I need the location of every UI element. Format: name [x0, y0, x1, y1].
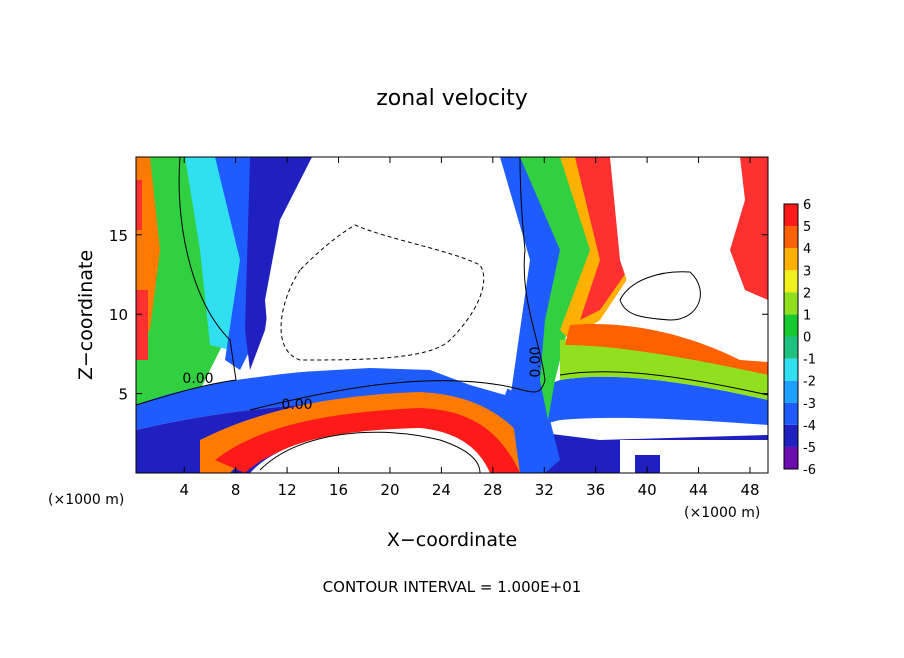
- contour-lines: [135, 156, 769, 474]
- x-axis-label: X−coordinate: [387, 529, 517, 551]
- colorbar-segment: [784, 314, 798, 337]
- colorbar-label: 3: [803, 264, 811, 279]
- colorbar-frame: [783, 203, 799, 470]
- x-tick-label: 12: [278, 481, 297, 499]
- x-tick-label: 48: [740, 481, 759, 499]
- y-tick-label: 5: [118, 386, 128, 404]
- contour-label: 0.00: [182, 371, 213, 387]
- colorbar-segment: [784, 336, 798, 359]
- colorbar-label: -4: [803, 419, 816, 434]
- x-tick-label: 8: [231, 481, 241, 499]
- contour-label: 0.00: [281, 397, 312, 413]
- x-tick-label: 16: [329, 481, 348, 499]
- contour-field: [136, 157, 768, 473]
- x-tick-label: 36: [586, 481, 605, 499]
- colorbar-segment: [784, 402, 798, 425]
- colorbar-segment: [784, 358, 798, 381]
- colorbar-label: 6: [803, 198, 811, 213]
- colorbar-segment: [784, 424, 798, 447]
- colorbar-label: 2: [803, 286, 811, 301]
- footer-note: CONTOUR INTERVAL = 1.000E+01: [323, 578, 582, 596]
- x-unit-label: (×1000 m): [684, 505, 760, 521]
- x-tick-label: 40: [638, 481, 657, 499]
- x-tick-label: 44: [689, 481, 708, 499]
- x-tick-label: 28: [483, 481, 502, 499]
- colorbar-label: -1: [803, 353, 816, 368]
- colorbar-segment: [784, 226, 798, 249]
- colorbar-segment: [784, 204, 798, 227]
- colorbar-label: 0: [803, 331, 811, 346]
- colorbar-label: 5: [803, 220, 811, 235]
- colorbar-label: -6: [803, 463, 816, 478]
- colorbar-label: 1: [803, 308, 811, 323]
- contour-label: 0.00: [528, 346, 544, 377]
- x-tick-label: 4: [179, 481, 189, 499]
- plot-frame: [135, 156, 769, 474]
- x-tick-label: 32: [535, 481, 554, 499]
- colorbar-label: -2: [803, 375, 816, 390]
- y-tick-label: 15: [109, 227, 128, 245]
- colorbar-segment: [784, 446, 798, 469]
- colorbar-segment: [784, 270, 798, 293]
- x-tick-label: 20: [380, 481, 399, 499]
- x-unit-label: (×1000 m): [48, 492, 124, 508]
- y-axis-label: Z−coordinate: [75, 250, 97, 380]
- colorbar-label: -5: [803, 441, 816, 456]
- colorbar-segment: [784, 380, 798, 403]
- x-tick-label: 24: [432, 481, 451, 499]
- colorbar-label: 4: [803, 242, 811, 257]
- colorbar-label: -3: [803, 397, 816, 412]
- colorbar-segment: [784, 292, 798, 315]
- y-tick-label: 10: [109, 306, 128, 324]
- chart-title: zonal velocity: [376, 86, 528, 111]
- colorbar-segment: [784, 248, 798, 271]
